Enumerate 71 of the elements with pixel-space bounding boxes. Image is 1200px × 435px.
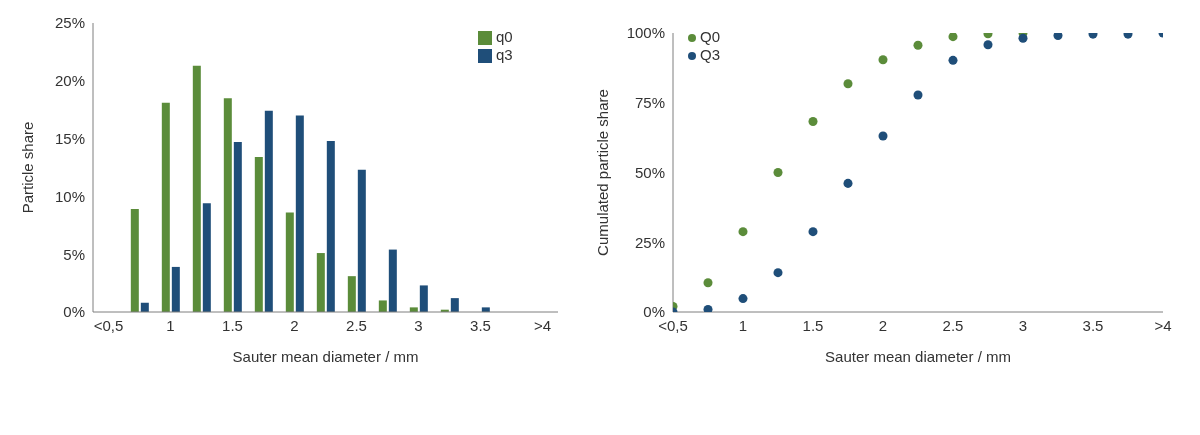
y-axis-title: Particle share: [19, 121, 37, 214]
point: [1053, 33, 1063, 41]
x-axis-title: Sauter mean diameter / mm: [232, 348, 419, 365]
point: [773, 167, 783, 178]
y-tick-label: 50%: [634, 163, 665, 181]
bar: [254, 157, 263, 312]
bar: [388, 249, 397, 312]
y-tick-label: 75%: [634, 94, 665, 112]
y-tick-label: 100%: [626, 24, 665, 42]
x-tick-label: <0,5: [93, 316, 124, 334]
x-tick-label: 2: [290, 316, 299, 334]
bar: [316, 253, 325, 312]
y-tick-label: 25%: [54, 14, 85, 32]
bar: [378, 300, 387, 312]
point: [843, 79, 853, 89]
bar: [326, 140, 335, 312]
x-tick-label: 3.5: [1082, 316, 1104, 334]
x-tick-label: 1.5: [222, 316, 243, 334]
point: [808, 227, 818, 237]
bar: [161, 102, 170, 312]
x-tick-label: >4: [533, 316, 552, 334]
x-axis-title: Sauter mean diameter / mm: [825, 348, 1011, 365]
point: [738, 294, 748, 304]
bar: [419, 285, 428, 312]
y-tick-label: 10%: [54, 187, 85, 205]
x-tick-label: >4: [1154, 316, 1172, 334]
bar: [202, 203, 211, 312]
y-tick-label: 25%: [634, 233, 665, 251]
bar: [285, 212, 294, 312]
point: [948, 33, 958, 42]
x-tick-label: 3.5: [470, 316, 491, 334]
y-axis-title: Cumulated particle share: [594, 89, 612, 256]
point: [808, 116, 818, 126]
bar: [192, 65, 201, 312]
point: [1018, 33, 1028, 43]
bar: [295, 115, 304, 312]
bar: [347, 276, 356, 312]
legend-label: Q3: [700, 46, 721, 63]
x-tick-label: 3: [414, 316, 423, 334]
legend-label: q0: [496, 28, 513, 45]
point: [773, 268, 783, 278]
point: [843, 178, 853, 188]
point: [983, 40, 993, 50]
x-tick-label: 2.5: [942, 316, 964, 334]
x-tick-label: 1: [738, 316, 748, 334]
point: [878, 55, 888, 65]
y-tick-label: 20%: [54, 72, 85, 90]
y-tick-label: 5%: [63, 245, 85, 263]
point: [913, 90, 923, 100]
x-tick-label: 1.5: [802, 316, 824, 334]
x-tick-label: 1: [166, 316, 175, 334]
y-tick-label: 0%: [63, 303, 85, 321]
point: [703, 304, 713, 312]
bar: [171, 266, 180, 312]
legend-label: Q0: [700, 28, 721, 45]
x-tick-label: 2.5: [346, 316, 367, 334]
bar: [233, 142, 242, 312]
point: [948, 55, 958, 65]
y-tick-label: 15%: [54, 129, 85, 147]
x-tick-label: 2: [878, 316, 888, 334]
bar: [357, 169, 366, 312]
point: [738, 227, 748, 237]
bar: [264, 110, 273, 312]
bar: [223, 98, 232, 312]
point: [878, 131, 888, 141]
point: [913, 40, 923, 50]
point: [703, 278, 713, 288]
x-tick-label: 3: [1018, 316, 1028, 334]
bar: [450, 298, 459, 312]
legend-label: q3: [496, 46, 513, 63]
bar: [130, 209, 139, 312]
